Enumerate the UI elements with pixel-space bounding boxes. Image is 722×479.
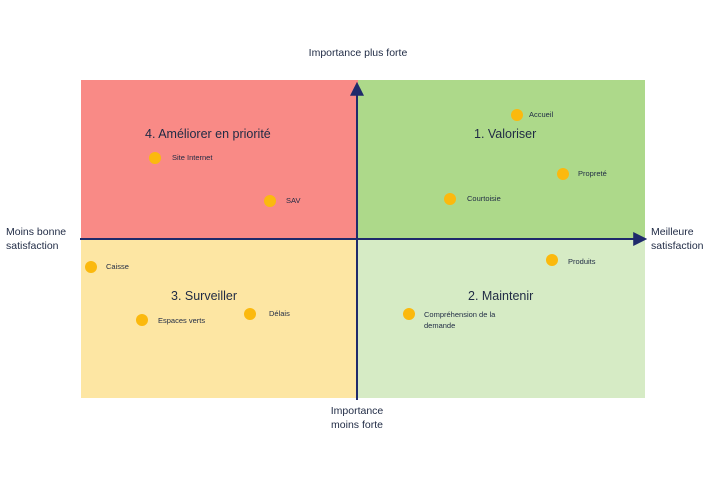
point-label-comprehension: Compréhension de la demande <box>424 310 496 331</box>
quadrant-valorize <box>358 80 645 239</box>
point-dot-produits <box>546 254 558 266</box>
point-label-sav: SAV <box>286 196 301 205</box>
point-label-courtoisie: Courtoisie <box>467 194 501 203</box>
point-dot-comprehension <box>403 308 415 320</box>
quadrant-title-valorize: 1. Valoriser <box>474 127 537 141</box>
point-dot-site-internet <box>149 152 161 164</box>
point-dot-accueil <box>511 109 523 121</box>
point-dot-sav <box>264 195 276 207</box>
point-label-accueil: Accueil <box>529 110 554 119</box>
point-label-delais: Délais <box>269 309 290 318</box>
quadrant-improve-priority <box>81 80 358 239</box>
point-label-caisse: Caisse <box>106 262 129 271</box>
point-label-site-internet: Site Internet <box>172 153 213 162</box>
quadrant-title-watch: 3. Surveiller <box>171 289 237 303</box>
point-dot-proprete <box>557 168 569 180</box>
axis-label-top: Importance plus forte <box>308 47 408 59</box>
point-label-produits: Produits <box>568 257 596 266</box>
point-dot-espaces-verts <box>136 314 148 326</box>
quadrant-title-maintain: 2. Maintenir <box>468 289 534 303</box>
point-dot-delais <box>244 308 256 320</box>
axis-label-bottom: Importance moins forte <box>330 405 384 432</box>
axis-label-right: Meilleure satisfaction <box>651 226 704 253</box>
quadrant-watch <box>81 239 358 398</box>
point-dot-caisse <box>85 261 97 273</box>
quadrant-title-improve: 4. Améliorer en priorité <box>145 127 271 141</box>
point-dot-courtoisie <box>444 193 456 205</box>
point-label-proprete: Propreté <box>578 169 607 178</box>
point-label-espaces-verts: Espaces verts <box>158 316 206 325</box>
axis-label-left: Moins bonne satisfaction <box>6 226 67 253</box>
